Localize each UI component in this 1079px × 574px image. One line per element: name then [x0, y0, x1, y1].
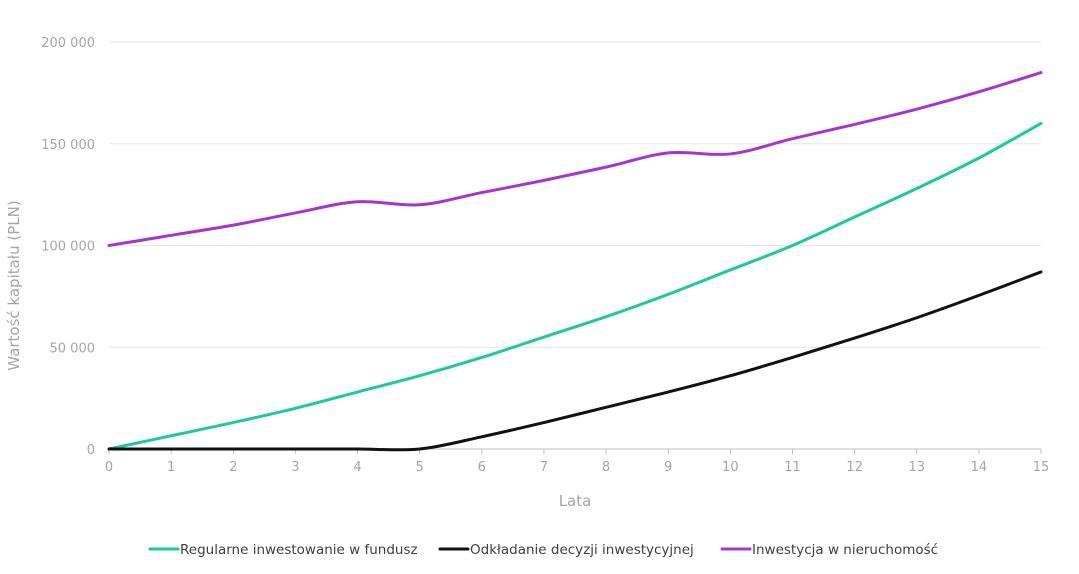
legend-item: Inwestycja w nieruchomość [720, 542, 938, 558]
x-axis-ticks: 0 1 2 3 4 5 6 7 8 9 10 11 12 13 14 15 [105, 449, 1049, 475]
x-tick-label: 11 [784, 460, 801, 475]
y-axis-title: Wartość kapitału (PLN) [5, 200, 23, 370]
y-tick-label: 50 000 [50, 341, 96, 356]
legend-label: Inwestycja w nieruchomość [752, 542, 938, 558]
x-tick-label: 6 [478, 460, 486, 475]
x-tick-label: 15 [1033, 460, 1050, 475]
x-tick-label: 3 [291, 460, 299, 475]
legend: Regularne inwestowanie w fundusz Odkładan… [148, 542, 938, 558]
y-tick-label: 100 000 [41, 240, 95, 255]
series-line-2 [107, 270, 1043, 452]
x-tick-label: 10 [722, 460, 739, 475]
legend-item: Odkładanie decyzji inwestycyjnej [438, 542, 694, 558]
x-tick-label: 0 [105, 460, 113, 475]
x-tick-label: 1 [167, 460, 175, 475]
x-tick-label: 4 [353, 460, 361, 475]
y-tick-label: 150 000 [41, 138, 95, 153]
x-tick-label: 9 [664, 460, 672, 475]
x-tick-label: 2 [229, 460, 237, 475]
series-line-1 [107, 121, 1043, 451]
x-tick-label: 12 [846, 460, 863, 475]
x-tick-label: 8 [602, 460, 610, 475]
y-tick-label: 0 [87, 443, 95, 458]
y-tick-label: 200 000 [41, 36, 95, 51]
grid-lines [109, 41, 1041, 348]
series-line-3 [107, 71, 1043, 247]
legend-item: Regularne inwestowanie w fundusz [148, 542, 418, 558]
x-tick-label: 5 [416, 460, 424, 475]
y-axis-ticks: 0 50 000 100 000 150 000 200 000 [41, 36, 95, 458]
legend-label: Regularne inwestowanie w fundusz [180, 542, 418, 558]
x-tick-label: 14 [971, 460, 988, 475]
x-tick-label: 7 [540, 460, 548, 475]
x-tick-label: 13 [908, 460, 925, 475]
series-lines [107, 71, 1043, 452]
legend-label: Odkładanie decyzji inwestycyjnej [470, 542, 694, 558]
x-axis-title: Lata [559, 492, 592, 510]
